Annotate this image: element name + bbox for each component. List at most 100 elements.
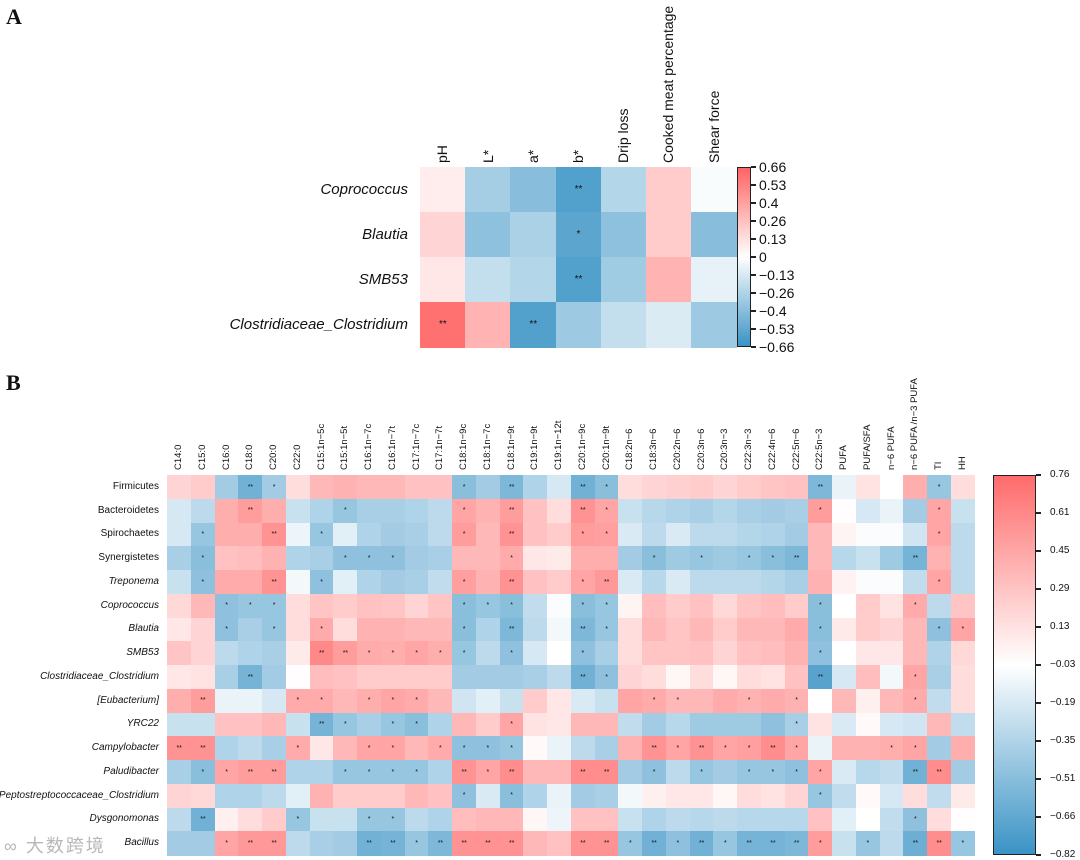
heatmap-cell — [879, 831, 904, 856]
heatmap-cell — [309, 831, 334, 856]
significance-mark: * — [510, 792, 514, 800]
heatmap-cell: * — [570, 641, 596, 666]
row-label: Treponema — [108, 575, 159, 587]
heatmap-cell: ** — [238, 475, 263, 500]
heatmap-cell — [618, 807, 643, 832]
heatmap-cell — [167, 546, 192, 571]
significance-mark: * — [771, 554, 775, 562]
significance-mark: * — [676, 839, 680, 847]
heatmap-cell — [523, 617, 548, 642]
colorbar — [993, 475, 1036, 855]
heatmap-cell — [214, 712, 239, 737]
heatmap-cell — [618, 665, 643, 690]
heatmap-cell — [475, 617, 501, 642]
significance-mark: * — [225, 626, 229, 634]
heatmap-cell — [600, 167, 647, 213]
heatmap-cell — [618, 783, 643, 809]
heatmap-cell: * — [357, 688, 382, 714]
significance-mark: ** — [342, 649, 349, 657]
colorbar-tick — [751, 166, 756, 168]
heatmap-cell — [404, 617, 429, 642]
heatmap-cell — [927, 688, 952, 714]
colorbar-tick — [1036, 626, 1041, 628]
heatmap-cell: * — [689, 760, 714, 785]
heatmap-cell — [380, 570, 406, 595]
colorbar-tick-label: −0.51 — [1050, 773, 1076, 784]
colorbar-tick-label: −0.4 — [759, 302, 787, 319]
heatmap-cell — [665, 807, 691, 832]
heatmap-cell: * — [903, 665, 928, 690]
heatmap-cell: * — [808, 617, 833, 642]
significance-mark: ** — [912, 768, 919, 776]
heatmap-cell — [879, 688, 904, 714]
heatmap-cell — [713, 475, 738, 500]
significance-mark: * — [747, 697, 751, 705]
heatmap-cell — [737, 641, 762, 666]
column-label-text: C15:0 — [196, 444, 208, 470]
heatmap-cell — [167, 593, 192, 619]
significance-mark: * — [795, 697, 799, 705]
column-label-text: C14:0 — [173, 444, 185, 470]
heatmap-cell — [238, 736, 263, 761]
heatmap-cell: ** — [238, 665, 263, 690]
heatmap-cell — [262, 783, 287, 809]
heatmap-cell — [404, 475, 429, 500]
significance-mark: * — [296, 816, 300, 824]
heatmap-cell: * — [665, 736, 691, 761]
heatmap-cell — [167, 570, 192, 595]
colorbar-tick-label: −0.53 — [759, 320, 795, 337]
significance-mark: ** — [176, 744, 182, 752]
heatmap-cell — [665, 498, 691, 524]
heatmap-cell — [832, 475, 857, 500]
heatmap-cell — [420, 212, 466, 258]
significance-mark: * — [439, 649, 442, 657]
heatmap-cell: * — [784, 760, 809, 785]
column-label-text: C20:1n−9t — [600, 425, 612, 470]
column-label-text: PUFA/SFA — [861, 424, 873, 470]
heatmap-cell — [594, 688, 619, 714]
column-label-text: C20:2n−6 — [671, 428, 683, 470]
watermark-logo: ∞ 大数跨境 — [4, 836, 106, 856]
heatmap-cell — [689, 783, 714, 809]
heatmap-cell — [665, 641, 691, 666]
heatmap-cell: * — [665, 688, 691, 714]
heatmap-cell: * — [570, 522, 596, 547]
heatmap-cell: * — [380, 760, 406, 785]
heatmap-cell — [713, 522, 738, 547]
heatmap-cell — [832, 522, 857, 547]
heatmap-cell — [285, 475, 311, 500]
heatmap-cell — [285, 522, 311, 547]
heatmap-cell — [547, 807, 572, 832]
heatmap-cell — [784, 807, 809, 832]
heatmap-cell — [547, 617, 572, 642]
heatmap-cell — [475, 783, 501, 809]
heatmap-cell: * — [950, 617, 976, 642]
heatmap-cell: ** — [262, 831, 287, 856]
heatmap-cell: ** — [238, 498, 263, 524]
row-label: Spirochaetes — [100, 528, 159, 540]
significance-mark: * — [462, 792, 466, 800]
heatmap-cell: ** — [903, 546, 928, 571]
significance-mark: * — [391, 649, 395, 657]
heatmap-cell — [691, 302, 737, 348]
colorbar-tick — [1036, 778, 1041, 780]
significance-mark: * — [581, 602, 585, 610]
heatmap-cell — [404, 736, 429, 761]
heatmap-cell: ** — [238, 760, 263, 785]
heatmap-cell — [760, 498, 786, 524]
heatmap-cell: * — [404, 831, 429, 856]
significance-mark: * — [201, 531, 205, 539]
heatmap-cell: ** — [428, 831, 453, 856]
heatmap-cell: * — [784, 712, 809, 737]
significance-mark: ** — [770, 744, 776, 752]
column-label-text: PUFA — [838, 445, 850, 470]
colorbar-tick — [751, 310, 756, 312]
heatmap-cell — [333, 570, 358, 595]
heatmap-cell — [618, 593, 643, 619]
significance-mark: ** — [318, 721, 325, 729]
significance-mark: * — [747, 744, 751, 752]
heatmap-cell — [950, 570, 976, 595]
significance-mark: * — [605, 602, 609, 610]
heatmap-cell — [570, 807, 596, 832]
heatmap-cell: * — [452, 641, 477, 666]
